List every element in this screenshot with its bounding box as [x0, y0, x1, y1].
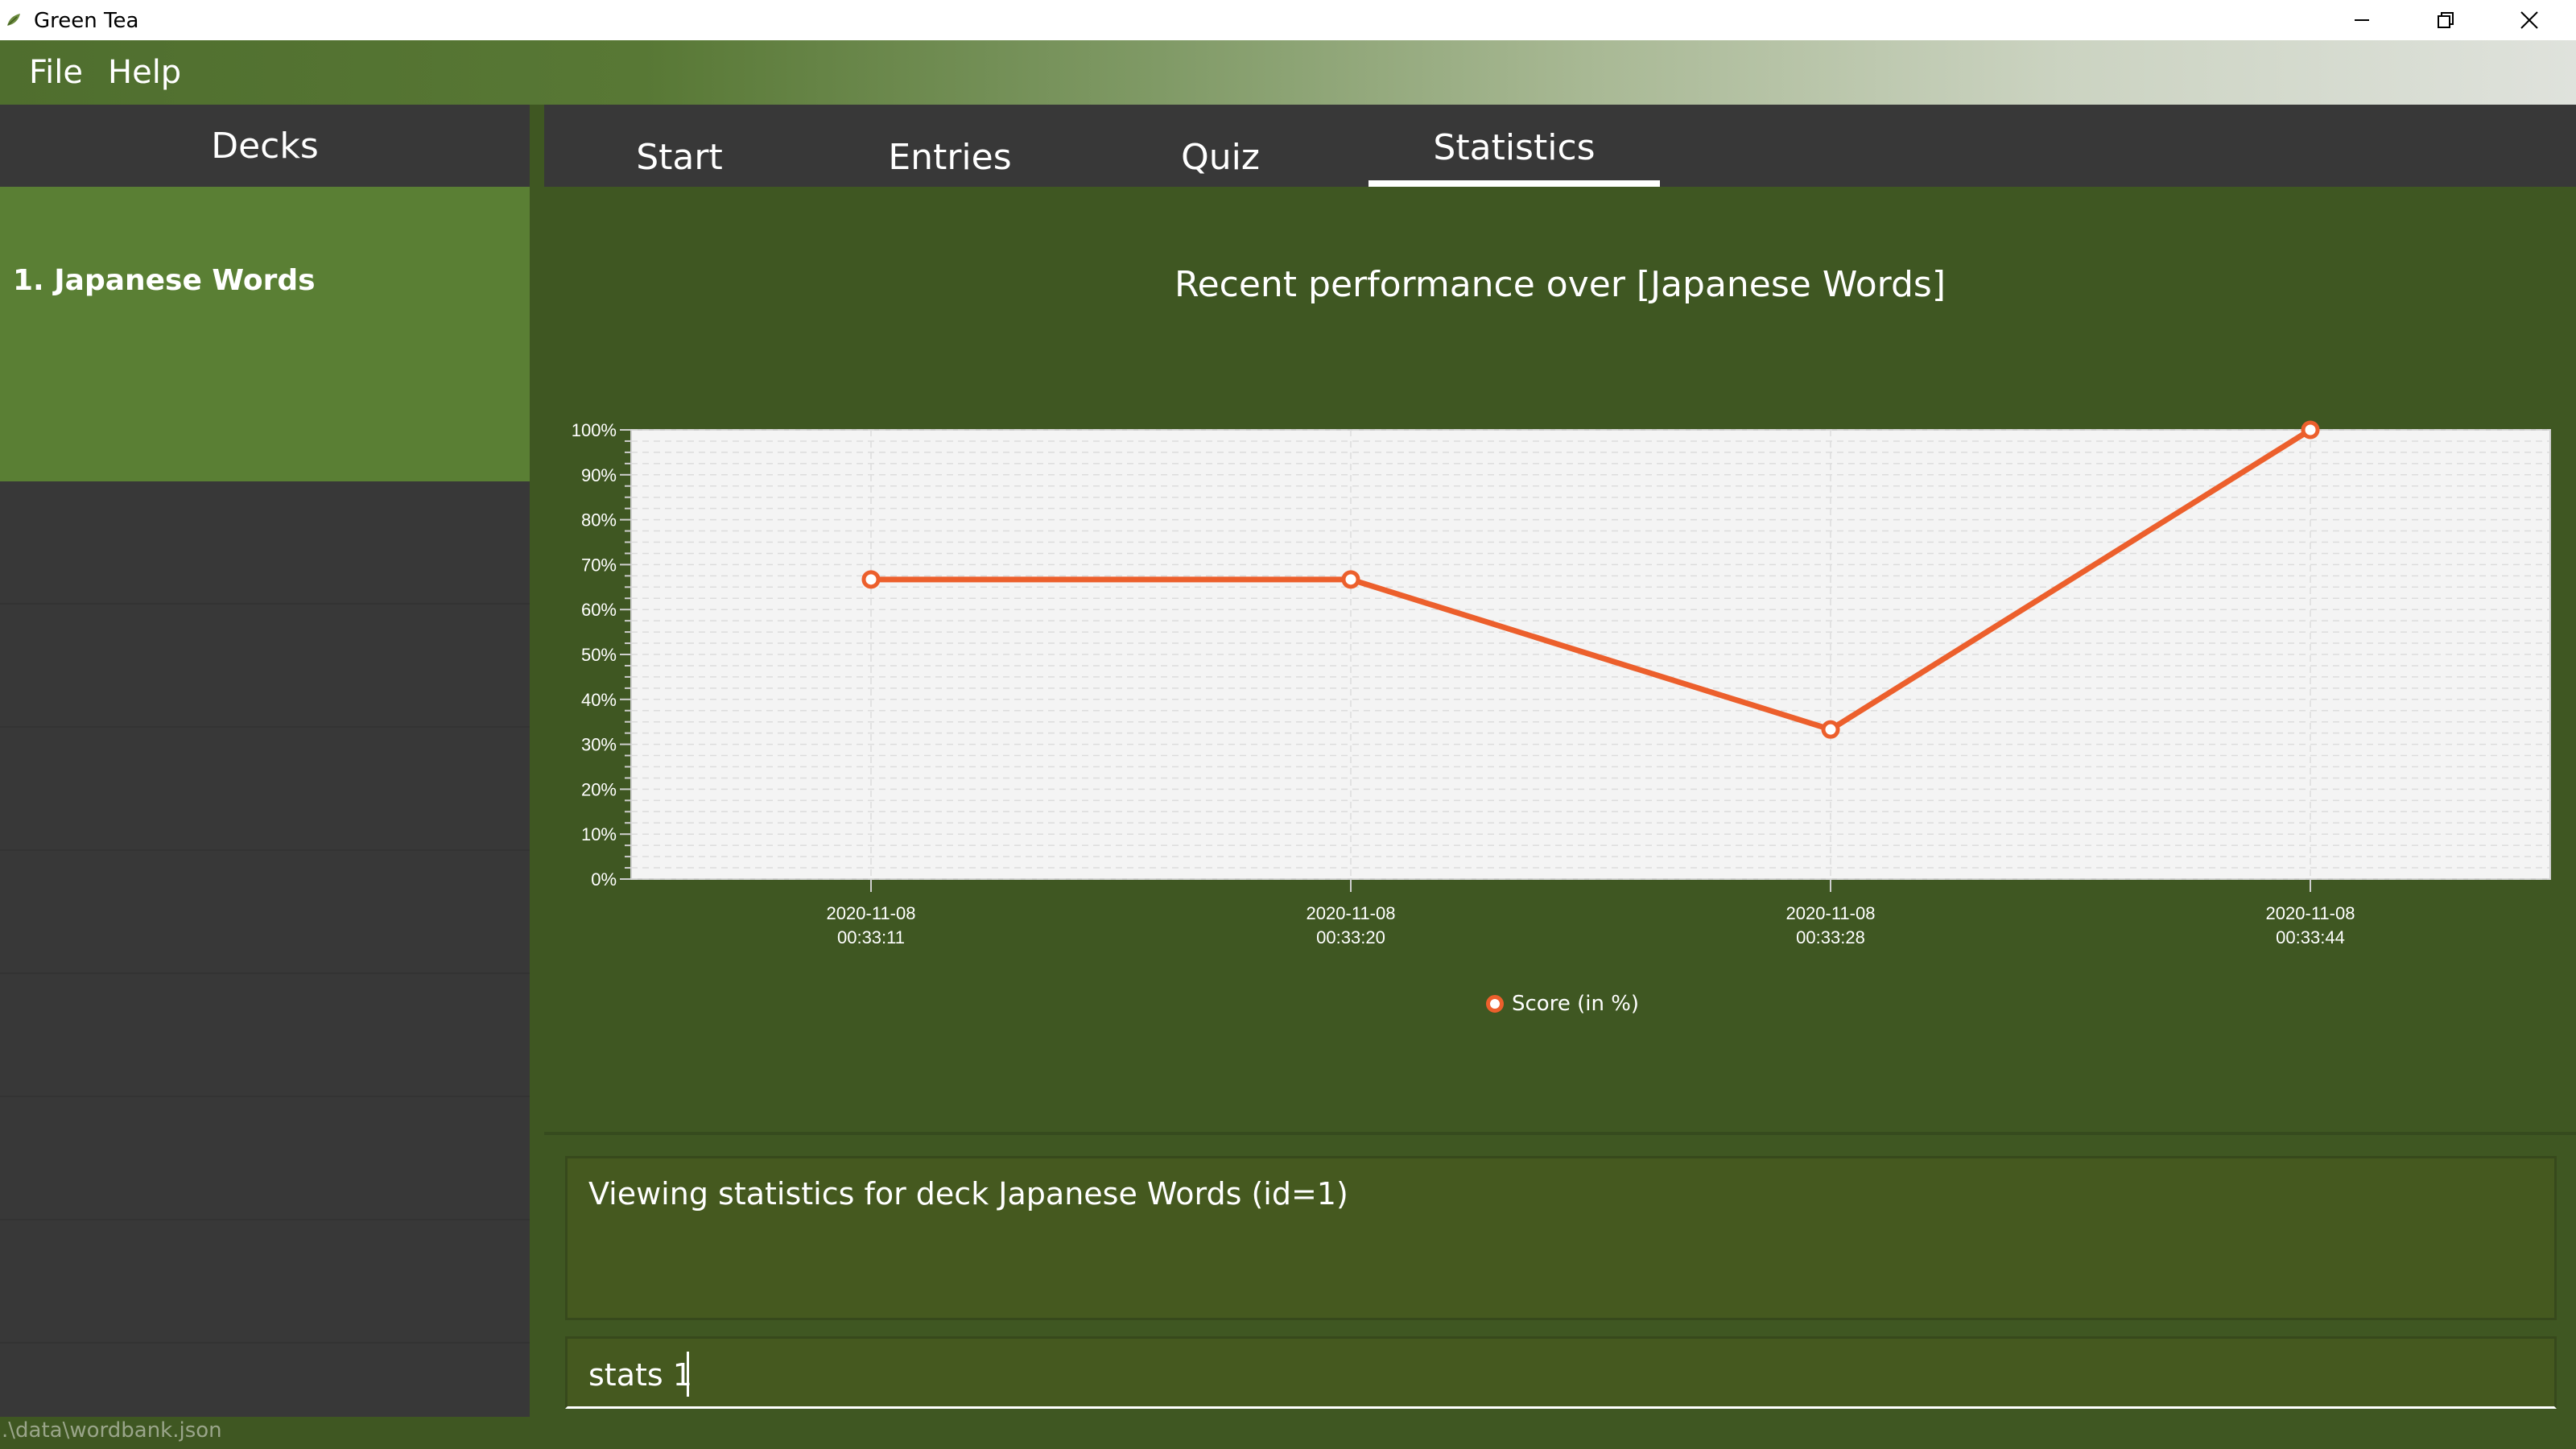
chart-legend: Score (in %) [1486, 992, 1639, 1016]
split-pane-divider[interactable] [530, 105, 544, 1417]
y-tick-label: 90% [581, 465, 617, 485]
result-display: Viewing statistics for deck Japanese Wor… [565, 1156, 2557, 1320]
x-tick-label: 00:33:44 [2276, 927, 2345, 947]
command-input[interactable] [588, 1355, 2520, 1395]
decks-header: Decks [211, 125, 319, 167]
command-box[interactable] [565, 1336, 2557, 1409]
tea-leaf-icon [7, 14, 20, 26]
y-tick-label: 10% [581, 824, 617, 844]
menu-help[interactable]: Help [108, 54, 182, 91]
empty-list-row [0, 1220, 530, 1344]
y-tick-label: 30% [581, 735, 617, 755]
y-tick-label: 70% [581, 555, 617, 575]
line-chart: 0% 10% 20% 30% 40% 50% 60% 70% 80% 90% 100% 2020-11… [572, 420, 2551, 947]
restore-button[interactable] [2405, 0, 2486, 40]
deck-list: Decks 1. Japanese Words [0, 105, 530, 1417]
empty-list-row [0, 605, 530, 728]
deck-item-japanese-words[interactable]: 1. Japanese Words [0, 187, 530, 481]
status-file-path: .\data\wordbank.json [2, 1418, 222, 1443]
minimize-button[interactable] [2322, 0, 2402, 40]
y-tick-label: 40% [581, 690, 617, 710]
deck-sidebar: Decks 1. Japanese Words [0, 105, 531, 1417]
empty-list-row [0, 851, 530, 974]
title-bar: Green Tea [0, 0, 2576, 40]
empty-list-row [0, 728, 530, 851]
main-panel: Start Entries Quiz Statistics Recent per… [544, 105, 2576, 1417]
legend-marker [1486, 995, 1504, 1013]
data-point [2301, 420, 2320, 440]
x-tick-label: 2020-11-08 [1786, 903, 1876, 923]
status-bar: .\data\wordbank.json [0, 1417, 2576, 1449]
chart-title: Recent performance over [Japanese Words] [1174, 264, 1946, 305]
minimize-icon [2355, 19, 2369, 21]
y-tick-label: 50% [581, 645, 617, 665]
y-tick-label: 80% [581, 510, 617, 530]
tab-bar: Start Entries Quiz Statistics [544, 105, 2576, 187]
y-tick-label: 20% [581, 779, 617, 799]
data-point [1341, 570, 1360, 589]
empty-list-row [0, 481, 530, 605]
close-button[interactable] [2489, 0, 2570, 40]
menu-file[interactable]: File [29, 54, 83, 91]
result-text: Viewing statistics for deck Japanese Wor… [588, 1176, 1348, 1212]
y-tick-label: 60% [581, 600, 617, 620]
menu-bar: File Help [0, 40, 2576, 105]
window-title: Green Tea [34, 9, 139, 33]
legend-label: Score (in %) [1512, 992, 1640, 1016]
tab-start[interactable]: Start [636, 137, 723, 178]
restore-icon [2438, 12, 2454, 28]
data-point [1821, 720, 1840, 739]
series-line [871, 427, 2312, 733]
tab-statistics[interactable]: Statistics [1368, 127, 1660, 187]
x-tick-label: 2020-11-08 [2266, 903, 2355, 923]
data-point [861, 570, 881, 589]
x-tick-label: 2020-11-08 [1307, 903, 1396, 923]
empty-list-row [0, 974, 530, 1097]
x-tick-label: 2020-11-08 [827, 903, 916, 923]
text-caret [687, 1352, 689, 1397]
deck-item-label: 1. Japanese Words [13, 264, 316, 297]
x-tick-label: 00:33:20 [1316, 927, 1385, 947]
x-tick-label: 00:33:28 [1796, 927, 1865, 947]
close-icon [2520, 11, 2538, 29]
statistics-chart-area: Recent performance over [Japanese Words]… [544, 187, 2576, 1135]
y-tick-label: 100% [572, 420, 617, 440]
empty-list-row [0, 1097, 530, 1220]
y-tick-label: 0% [591, 869, 617, 890]
x-tick-label: 00:33:11 [837, 927, 905, 947]
tab-entries[interactable]: Entries [888, 137, 1012, 178]
tab-quiz[interactable]: Quiz [1181, 137, 1260, 178]
